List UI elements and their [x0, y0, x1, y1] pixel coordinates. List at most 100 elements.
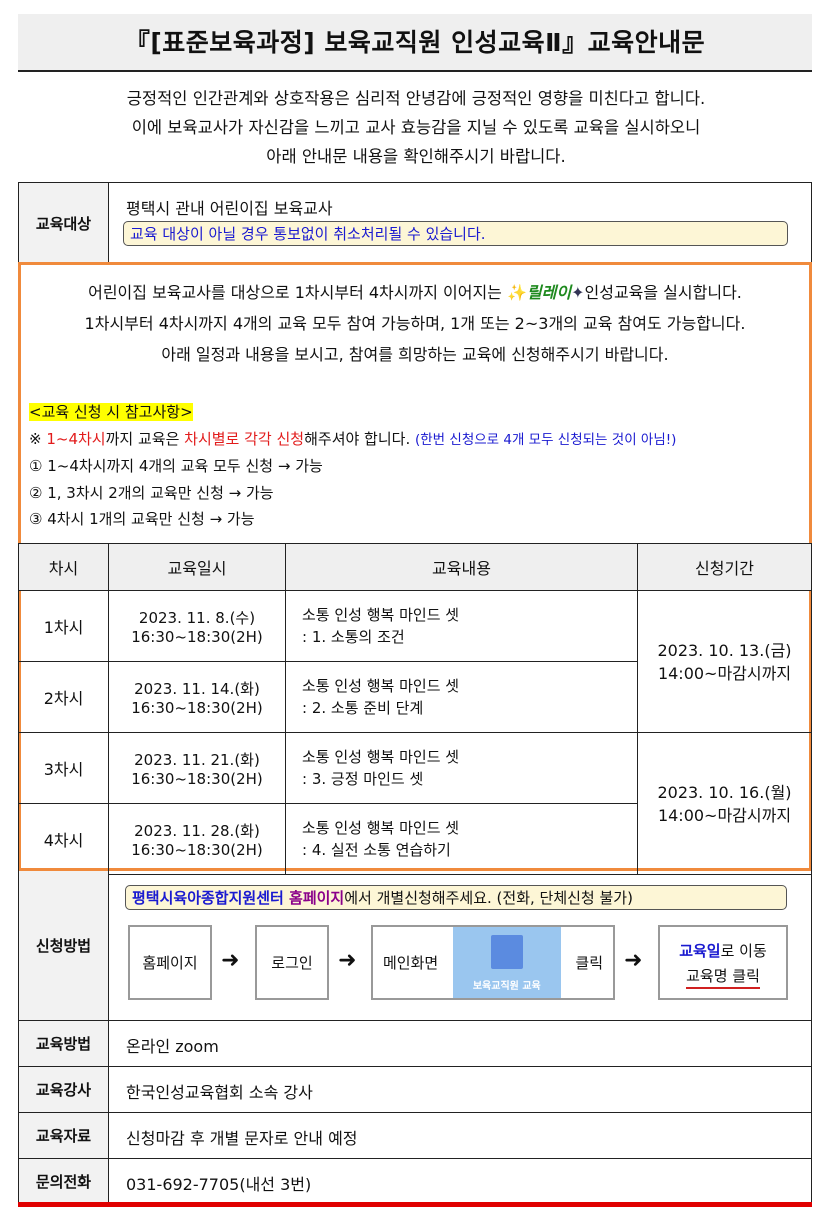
description: 어린이집 보육교사를 대상으로 1차시부터 4차시까지 이어지는 ✨릴레이✦인성… [29, 277, 801, 370]
target-label: 교육대상 [19, 183, 109, 263]
table-row: 4차시 2023. 11. 28.(화) 16:30~18:30(2H) 소통 인… [18, 803, 812, 875]
session: 3차시 [18, 732, 109, 804]
edu-day: 교육일 [679, 941, 721, 960]
intro-line: 아래 안내문 내용을 확인해주시기 바랍니다. [266, 147, 566, 166]
star-icon: ✦ [571, 283, 585, 302]
table-row: 1차시 2023. 11. 8.(수) 16:30~18:30(2H) 소통 인성… [18, 590, 812, 733]
bottom-divider [18, 1202, 812, 1207]
apply-note-text: 에서 개별신청해주세요. (전화, 단체신청 불가) [344, 889, 633, 907]
contact-value: 031-692-7705(내선 3번) [126, 1175, 312, 1194]
contact-label: 문의전화 [19, 1159, 109, 1203]
note-red: 차시별로 각각 신청 [184, 429, 305, 448]
note-mark: ※ [29, 429, 47, 448]
content-cell: 소통 인성 행복 마인드 셋 : 3. 긍정 마인드 셋 [285, 732, 638, 804]
method-label: 교육방법 [19, 1021, 109, 1066]
date: 2023. 11. 28.(화) [134, 821, 260, 840]
table-row: 3차시 2023. 11. 21.(화) 16:30~18:30(2H) 소통 인… [18, 732, 812, 875]
desc-line: 1차시부터 4차시까지 4개의 교육 모두 참여 가능하며, 1개 또는 2~3… [84, 314, 746, 333]
period-time: 14:00~마감시까지 [657, 805, 792, 825]
content-sub: : 1. 소통의 조건 [302, 628, 405, 646]
info-row: 교육강사 한국인성교육협회 소속 강사 [18, 1066, 812, 1112]
content-cell: 소통 인성 행복 마인드 셋 : 4. 실전 소통 연습하기 [285, 803, 638, 875]
date: 2023. 11. 21.(화) [134, 750, 260, 769]
info-row: 교육방법 온라인 zoom [18, 1020, 812, 1066]
intro-line: 긍정적인 인간관계와 상호작용은 심리적 안녕감에 긍정적인 영향을 미친다고 … [126, 89, 706, 108]
banner-button[interactable]: 보육교직원 교육 [452, 927, 561, 998]
time: 16:30~18:30(2H) [131, 627, 263, 646]
step-final-text: 로 이동 [720, 941, 767, 960]
header-date: 교육일시 [108, 543, 286, 591]
notes-heading: <교육 신청 시 참고사항> [29, 403, 193, 421]
material-value: 신청마감 후 개별 문자로 안내 예정 [126, 1129, 358, 1148]
content-sub: : 4. 실전 소통 연습하기 [302, 841, 451, 859]
date: 2023. 11. 8.(수) [138, 608, 256, 627]
sparkle-icon: ✨ [507, 283, 527, 302]
arrow-right-icon: ➜ [624, 948, 643, 973]
apply-row: 신청방법 [18, 871, 812, 1020]
apply-note: 평택시육아종합지원센터 홈페이지에서 개별신청해주세요. (전화, 단체신청 불… [125, 885, 787, 910]
target-row: 교육대상 평택시 관내 어린이집 보육교사 교육 대상이 아닐 경우 통보없이 … [18, 182, 812, 263]
book-icon [490, 935, 523, 969]
note-item: ③ 4차시 1개의 교육만 신청 → 가능 [29, 510, 255, 528]
arrow-right-icon: ➜ [338, 948, 357, 973]
content-cell: 소통 인성 행복 마인드 셋 : 2. 소통 준비 단계 [285, 661, 638, 733]
apply-label: 신청방법 [19, 871, 109, 1020]
period-cell: 2023. 10. 13.(금) 14:00~마감시까지 [637, 590, 812, 733]
date-cell: 2023. 11. 14.(화) 16:30~18:30(2H) [108, 661, 286, 733]
period-date: 2023. 10. 16.(월) [657, 782, 792, 802]
content-sub: : 2. 소통 준비 단계 [302, 699, 424, 717]
schedule-table: 차시 교육일시 교육내용 신청기간 1차시 2023. 11. 8.(수) 16:… [18, 543, 812, 875]
header-session: 차시 [18, 543, 109, 591]
target-note: 교육 대상이 아닐 경우 통보없이 취소처리될 수 있습니다. [123, 221, 788, 246]
period-cell: 2023. 10. 16.(월) 14:00~마감시까지 [637, 732, 812, 875]
time: 16:30~18:30(2H) [131, 698, 263, 717]
date-cell: 2023. 11. 8.(수) 16:30~18:30(2H) [108, 590, 286, 662]
intro-line: 이에 보육교사가 자신감을 느끼고 교사 효능감을 지닐 수 있도록 교육을 실… [131, 118, 701, 137]
period-time: 14:00~마감시까지 [657, 663, 792, 683]
content-title: 소통 인성 행복 마인드 셋 [302, 677, 460, 695]
header-period: 신청기간 [637, 543, 812, 591]
arrow-right-icon: ➜ [221, 948, 240, 973]
info-row: 문의전화 031-692-7705(내선 3번) [18, 1158, 812, 1203]
material-label: 교육자료 [19, 1113, 109, 1158]
content-title: 소통 인성 행복 마인드 셋 [302, 748, 460, 766]
note-text: 까지 교육은 [105, 429, 185, 448]
time: 16:30~18:30(2H) [131, 769, 263, 788]
date-cell: 2023. 11. 28.(화) 16:30~18:30(2H) [108, 803, 286, 875]
intro: 긍정적인 인간관계와 상호작용은 심리적 안녕감에 긍정적인 영향을 미친다고 … [0, 84, 832, 171]
schedule-box: 어린이집 보육교사를 대상으로 1차시부터 4차시까지 이어지는 ✨릴레이✦인성… [18, 262, 812, 875]
session: 2차시 [18, 661, 109, 733]
content-title: 소통 인성 행복 마인드 셋 [302, 606, 460, 624]
note-text: 해주셔야 합니다. [304, 429, 415, 448]
period-date: 2023. 10. 13.(금) [657, 640, 792, 660]
content-sub: : 3. 긍정 마인드 셋 [302, 770, 424, 788]
step-homepage: 홈페이지 [128, 925, 212, 1000]
banner-label: 보육교직원 교육 [472, 981, 541, 992]
homepage-link[interactable]: 홈페이지 [289, 889, 345, 907]
instructor-value: 한국인성교육협회 소속 강사 [126, 1083, 313, 1102]
step-main-label: 메인화면 [383, 954, 439, 972]
session: 1차시 [18, 590, 109, 662]
step-login: 로그인 [255, 925, 329, 1000]
target-value: 평택시 관내 어린이집 보육교사 [126, 199, 333, 218]
info-row: 교육자료 신청마감 후 개별 문자로 안내 예정 [18, 1112, 812, 1158]
step-click-label: 클릭 [575, 954, 603, 972]
note-blue: (한번 신청으로 4개 모두 신청되는 것이 아님!) [415, 431, 677, 448]
date: 2023. 11. 14.(화) [134, 679, 260, 698]
desc-text: 인성교육을 실시합니다. [584, 283, 742, 302]
center-name: 평택시육아종합지원센터 [132, 889, 290, 907]
instructor-label: 교육강사 [19, 1067, 109, 1112]
content-title: 소통 인성 행복 마인드 셋 [302, 819, 460, 837]
note-item: ② 1, 3차시 2개의 교육만 신청 → 가능 [29, 483, 274, 502]
session: 4차시 [18, 803, 109, 875]
method-value: 온라인 zoom [126, 1037, 219, 1056]
table-row: 2차시 2023. 11. 14.(화) 16:30~18:30(2H) 소통 인… [18, 661, 812, 733]
notes: <교육 신청 시 참고사항> ※ 1~4차시까지 교육은 차시별로 각각 신청해… [29, 399, 676, 533]
content-cell: 소통 인성 행복 마인드 셋 : 1. 소통의 조건 [285, 590, 638, 662]
time: 16:30~18:30(2H) [131, 840, 263, 859]
desc-line: 아래 일정과 내용을 보시고, 참여를 희망하는 교육에 신청해주시기 바랍니다… [161, 345, 669, 364]
note-item: ① 1~4차시까지 4개의 교육 모두 신청 → 가능 [29, 457, 323, 475]
relay-text: 릴레이 [526, 283, 572, 302]
note-red: 1~4차시 [46, 429, 106, 448]
date-cell: 2023. 11. 21.(화) 16:30~18:30(2H) [108, 732, 286, 804]
